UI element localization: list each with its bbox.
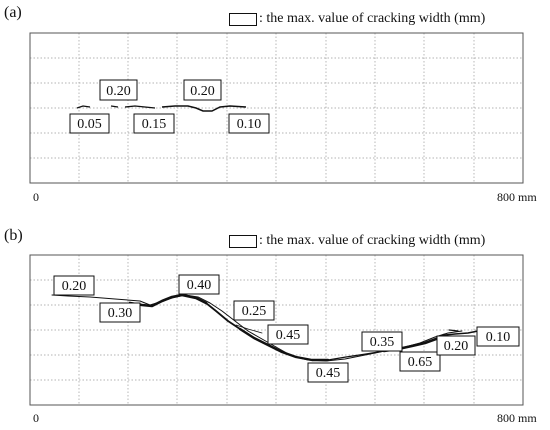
width-box <box>399 351 441 372</box>
width-box <box>133 113 175 134</box>
panel-a-cracks <box>76 105 247 112</box>
panel-a-diagram: 0.20 0.20 0.05 0.15 0.10 <box>29 32 524 184</box>
width-label: 0.65 <box>408 355 433 370</box>
width-box <box>99 79 138 101</box>
width-box <box>99 302 141 323</box>
crack-segment <box>110 105 119 108</box>
legend-box-icon <box>229 12 257 26</box>
width-box <box>53 275 95 296</box>
width-label: 0.45 <box>316 366 341 381</box>
width-box <box>228 113 270 134</box>
crack-segment <box>76 105 91 109</box>
width-box <box>476 326 520 347</box>
width-label: 0.05 <box>77 117 102 132</box>
width-label: 0.10 <box>237 117 262 132</box>
panel-a-legend-text: : the max. value of cracking width (mm) <box>259 11 486 26</box>
crack-path-wide <box>128 293 208 308</box>
crack-segment <box>161 105 247 112</box>
crack-branch <box>448 329 459 332</box>
width-label: 0.20 <box>190 84 215 99</box>
width-label: 0.15 <box>142 117 167 132</box>
width-box <box>307 362 349 383</box>
crack-path-thin <box>327 350 385 361</box>
panel-b-frame <box>29 254 524 406</box>
width-label: 0.35 <box>370 335 395 350</box>
panel-a-axis-start: 0 <box>33 190 39 204</box>
width-box <box>361 331 403 352</box>
panel-a: (a) : the max. value of cracking width (… <box>4 4 537 204</box>
width-box <box>69 113 110 134</box>
panel-b-diagram: 0.20 0.40 0.30 0.25 0.45 0.45 0.35 0.65 … <box>29 254 524 406</box>
width-label: 0.40 <box>187 278 212 293</box>
width-box <box>178 274 220 295</box>
panel-a-label: (a) <box>4 4 22 21</box>
width-label: 0.45 <box>276 328 301 343</box>
width-label: 0.25 <box>242 304 267 319</box>
crack-path-wide <box>238 327 330 362</box>
panel-a-frame <box>29 32 524 184</box>
panel-b-legend: : the max. value of cracking width (mm) <box>229 233 485 249</box>
panel-b-axis-end: 800 mm <box>497 411 537 425</box>
panel-b: (b) : the max. value of cracking width (… <box>0 215 550 430</box>
width-label: 0.10 <box>486 330 511 345</box>
panel-b-width-labels: 0.20 0.40 0.30 0.25 0.45 0.45 0.35 0.65 … <box>53 274 520 383</box>
crack-path-medium <box>444 330 479 336</box>
panel-a-width-labels: 0.20 0.20 0.05 0.15 0.10 <box>69 79 270 134</box>
panel-b-axis-start: 0 <box>33 411 39 425</box>
width-box <box>183 79 222 101</box>
panel-a-grid <box>30 33 523 183</box>
width-label: 0.20 <box>444 339 469 354</box>
width-label: 0.30 <box>108 306 133 321</box>
crack-branch <box>235 324 263 334</box>
panel-b-legend-text: : the max. value of cracking width (mm) <box>259 233 486 248</box>
legend-box-icon <box>229 234 257 248</box>
width-box <box>436 335 476 356</box>
crack-segment <box>124 105 156 109</box>
panel-b-label: (b) <box>4 227 23 244</box>
panel-a-legend: : the max. value of cracking width (mm) <box>229 11 485 27</box>
width-label: 0.20 <box>106 84 131 99</box>
panel-a-axis-end: 800 mm <box>497 190 537 204</box>
width-box <box>267 324 309 345</box>
width-label: 0.20 <box>62 279 87 294</box>
width-box <box>233 300 275 321</box>
crack-path-medium <box>205 302 241 330</box>
